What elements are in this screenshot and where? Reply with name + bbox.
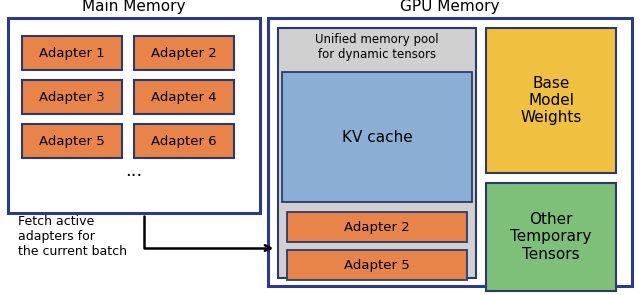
Bar xyxy=(22,124,122,158)
Text: Adapter 2: Adapter 2 xyxy=(344,220,410,234)
Text: Adapter 5: Adapter 5 xyxy=(39,135,105,148)
Bar xyxy=(282,72,472,202)
Text: GPU Memory: GPU Memory xyxy=(400,0,500,14)
Text: Unified memory pool
for dynamic tensors: Unified memory pool for dynamic tensors xyxy=(315,33,439,61)
Text: Adapter 1: Adapter 1 xyxy=(39,47,105,60)
Text: Base
Model
Weights: Base Model Weights xyxy=(520,76,582,125)
Bar xyxy=(287,250,467,280)
Text: KV cache: KV cache xyxy=(342,130,412,145)
Bar xyxy=(8,18,260,213)
Text: Main Memory: Main Memory xyxy=(83,0,186,14)
Bar xyxy=(134,80,234,114)
Bar xyxy=(268,18,632,286)
Text: Other
Temporary
Tensors: Other Temporary Tensors xyxy=(510,212,592,262)
Text: Adapter 6: Adapter 6 xyxy=(151,135,217,148)
Bar xyxy=(486,183,616,291)
Bar xyxy=(22,80,122,114)
Text: Adapter 5: Adapter 5 xyxy=(344,258,410,271)
Text: Adapter 3: Adapter 3 xyxy=(39,91,105,104)
Bar xyxy=(278,28,476,278)
Text: Fetch active
adapters for
the current batch: Fetch active adapters for the current ba… xyxy=(18,215,127,258)
Bar xyxy=(134,124,234,158)
Text: ...: ... xyxy=(125,162,143,180)
Bar xyxy=(22,36,122,70)
Bar xyxy=(134,36,234,70)
Bar xyxy=(486,28,616,173)
Text: Adapter 2: Adapter 2 xyxy=(151,47,217,60)
Text: Adapter 4: Adapter 4 xyxy=(151,91,217,104)
Bar xyxy=(287,212,467,242)
